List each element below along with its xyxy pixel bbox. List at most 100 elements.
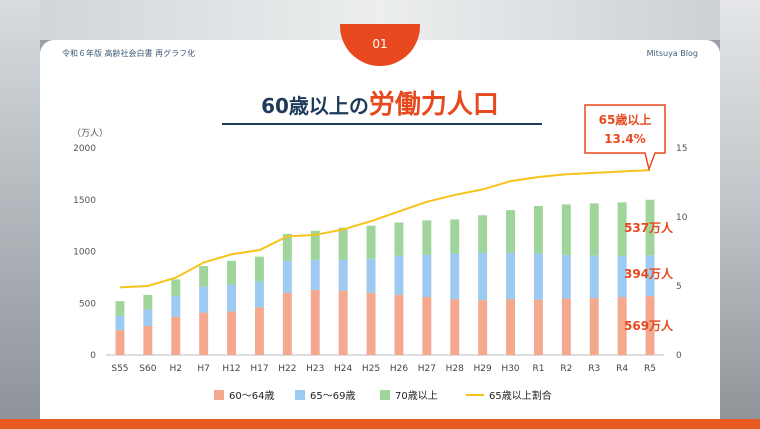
header-right-label: Mitsuya Blog <box>646 49 698 58</box>
bar-65-69 <box>199 286 209 313</box>
background-left <box>0 0 40 429</box>
bar-65-69 <box>394 255 404 295</box>
x-tick-label: H17 <box>250 364 268 374</box>
bar-70-plus <box>645 199 655 256</box>
x-tick-label: H26 <box>390 364 408 374</box>
bar-70-plus <box>282 233 292 261</box>
x-tick-label: H29 <box>474 364 492 374</box>
content-card <box>40 40 720 419</box>
bar-60-64 <box>254 307 264 355</box>
bar-60-64 <box>506 299 516 355</box>
y-tick-label: 2000 <box>73 144 96 154</box>
legend-swatch <box>295 390 305 400</box>
x-tick-label: H25 <box>362 364 380 374</box>
x-tick-label: H24 <box>334 364 352 374</box>
bar-70-plus <box>533 205 543 254</box>
bar-65-69 <box>227 284 237 312</box>
x-tick-label: H7 <box>197 364 210 374</box>
bar-70-plus <box>338 227 348 260</box>
callout-line1: 65歳以上 <box>599 112 652 127</box>
bar-70-plus <box>115 301 125 316</box>
bar-70-plus <box>478 215 488 253</box>
bar-65-69 <box>115 315 125 331</box>
bar-60-64 <box>533 299 543 355</box>
chart-title: 60歳以上の労働力人口 <box>230 84 530 124</box>
ratio-line <box>119 169 651 289</box>
y2-tick-label: 5 <box>676 282 682 292</box>
chart-title-part2: 労働力人口 <box>368 90 499 120</box>
bar-60-64 <box>645 296 655 355</box>
header-left-label: 令和６年版 高齢社会白書 再グラフ化 <box>62 49 196 58</box>
y2-tick-label: 10 <box>676 213 688 223</box>
bar-70-plus <box>227 260 237 285</box>
bar-65-69 <box>478 252 488 301</box>
bar-65-69 <box>506 252 516 300</box>
y-tick-label: 0 <box>90 351 96 361</box>
y-tick-label: 500 <box>79 299 96 309</box>
bar-65-69 <box>254 281 264 308</box>
bar-60-64 <box>617 297 627 355</box>
bar-65-69 <box>561 255 571 299</box>
annotation-65-69: 394万人 <box>624 266 674 281</box>
bar-70-plus <box>254 256 264 282</box>
title-underline <box>222 123 542 125</box>
legend-label: 70歳以上 <box>395 390 438 402</box>
bar-60-64 <box>478 300 488 355</box>
bottom-bar <box>0 419 760 429</box>
x-tick-label: R5 <box>644 364 656 374</box>
chart-title-part1: 60歳以上の <box>261 94 369 118</box>
y2-tick-label: 15 <box>676 144 687 154</box>
x-tick-label: R3 <box>588 364 600 374</box>
bar-70-plus <box>310 230 320 260</box>
bar-60-64 <box>589 298 599 355</box>
bar-70-plus <box>422 220 432 255</box>
x-tick-label: S55 <box>111 364 128 374</box>
bar-70-plus <box>589 203 599 256</box>
x-tick-label: H22 <box>278 364 296 374</box>
legend-label: 60～64歳 <box>229 390 274 402</box>
bar-70-plus <box>143 294 153 310</box>
bar-65-69 <box>533 253 543 300</box>
bar-70-plus <box>171 279 181 297</box>
bar-60-64 <box>282 292 292 355</box>
legend-swatch <box>380 390 390 400</box>
callout-bubble <box>584 104 666 172</box>
bar-65-69 <box>589 255 599 299</box>
annotation-60-64: 569万人 <box>624 318 674 333</box>
bar-60-64 <box>310 289 320 355</box>
bar-65-69 <box>338 259 348 291</box>
bar-60-64 <box>171 316 181 355</box>
x-tick-label: R1 <box>532 364 544 374</box>
legend-label: 65～69歳 <box>310 390 355 402</box>
x-tick-label: H30 <box>501 364 519 374</box>
bar-65-69 <box>282 260 292 293</box>
bar-70-plus <box>394 222 404 256</box>
bar-65-69 <box>450 253 460 300</box>
x-tick-label: H23 <box>306 364 324 374</box>
x-tick-label: R2 <box>560 364 572 374</box>
bar-60-64 <box>450 299 460 355</box>
bar-60-64 <box>115 330 125 355</box>
bar-70-plus <box>199 265 209 287</box>
legend-label: 65歳以上割合 <box>489 389 552 402</box>
bar-65-69 <box>171 296 181 317</box>
bar-65-69 <box>617 256 627 298</box>
x-tick-label: H2 <box>170 364 183 374</box>
y2-tick-label: 0 <box>676 351 682 361</box>
bar-60-64 <box>338 290 348 355</box>
y-axis-unit-label: （万人） <box>72 128 108 139</box>
background-right <box>720 0 760 429</box>
bar-65-69 <box>310 259 320 290</box>
bar-70-plus <box>561 204 571 256</box>
bar-60-64 <box>422 297 432 355</box>
bar-60-64 <box>394 294 404 355</box>
callout-line2: 13.4% <box>604 132 646 146</box>
bar-65-69 <box>422 254 432 298</box>
bar-60-64 <box>199 312 209 355</box>
x-tick-label: S60 <box>139 364 156 374</box>
bar-60-64 <box>143 326 153 355</box>
legend-swatch <box>214 390 224 400</box>
bar-60-64 <box>227 311 237 355</box>
bar-70-plus <box>506 210 516 253</box>
